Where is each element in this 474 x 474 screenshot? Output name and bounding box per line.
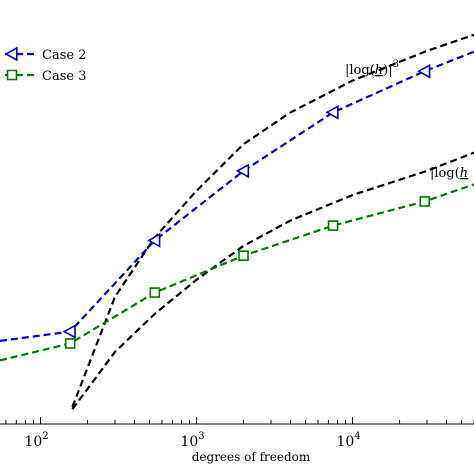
data-point — [238, 250, 249, 261]
legend-marker — [6, 69, 18, 81]
reference-line-3 — [71, 151, 474, 410]
data-point — [419, 196, 431, 207]
data-point — [417, 63, 431, 79]
annotations: |log(h)|3 |log(h — [345, 59, 468, 181]
data-point — [149, 287, 161, 298]
data-point — [147, 233, 161, 248]
curve-annotation: |log(h — [430, 166, 468, 181]
x-tick-label: 103 — [180, 431, 204, 450]
data-point — [327, 220, 339, 231]
data-point — [62, 324, 76, 339]
plot-area — [0, 33, 474, 410]
legend-label: Case 3 — [42, 69, 86, 84]
data-point — [64, 338, 76, 349]
legend-marker — [4, 46, 18, 62]
x-tick-label: 102 — [24, 431, 48, 450]
x-tick-label: 104 — [336, 431, 360, 450]
x-axis: 102 103 104 degrees of freedom — [0, 417, 474, 464]
data-point — [235, 163, 250, 179]
curve-annotation: |log(h)|3 — [345, 59, 399, 78]
data-point — [325, 105, 339, 120]
x-axis-title: degrees of freedom — [192, 450, 311, 464]
reference-line-2 — [71, 33, 474, 408]
legend-label: Case 2 — [42, 48, 86, 63]
legend: Case 2 Case 3 — [4, 46, 86, 84]
